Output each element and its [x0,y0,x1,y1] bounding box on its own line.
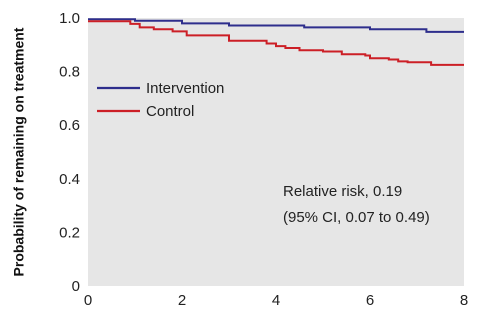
x-tick-label: 0 [84,292,92,309]
y-tick-labels: 0 0.2 0.4 0.6 0.8 1.0 [59,10,80,295]
y-tick-label: 0.6 [59,117,80,134]
y-tick-label: 0 [72,278,80,295]
legend-label-control: Control [146,103,194,120]
x-tick-label: 4 [272,292,280,309]
x-tick-labels: 0 2 4 6 8 [84,292,468,309]
x-tick-label: 2 [178,292,186,309]
x-tick-label: 6 [366,292,374,309]
y-tick-label: 1.0 [59,10,80,27]
series-line-control [88,20,464,66]
legend-label-intervention: Intervention [146,80,224,97]
y-tick-label: 0.4 [59,171,80,188]
series-layer [88,18,464,66]
annotation-line-1: Relative risk, 0.19 [283,183,402,200]
plot-background [88,18,464,286]
x-tick-label: 8 [460,292,468,309]
series-line-intervention [88,18,464,33]
y-tick-label: 0.8 [59,64,80,81]
annotation-line-2: (95% CI, 0.07 to 0.49) [283,209,430,226]
relative-risk-annotation: Relative risk, 0.19 (95% CI, 0.07 to 0.4… [283,183,430,226]
y-tick-label: 0.2 [59,224,80,241]
y-axis-title: Probability of remaining on treatment [11,27,27,276]
legend: Intervention Control [97,80,224,120]
